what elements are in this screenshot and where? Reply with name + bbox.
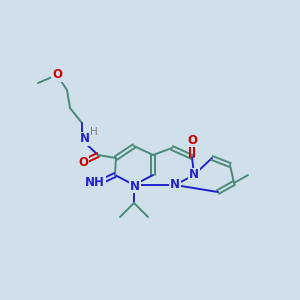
Text: O: O: [187, 134, 197, 146]
Text: N: N: [189, 169, 199, 182]
Text: NH: NH: [85, 176, 105, 190]
Text: N: N: [80, 133, 90, 146]
Text: O: O: [52, 68, 62, 82]
Text: N: N: [170, 178, 180, 191]
Text: O: O: [78, 155, 88, 169]
Text: N: N: [130, 179, 140, 193]
Text: H: H: [90, 127, 98, 137]
